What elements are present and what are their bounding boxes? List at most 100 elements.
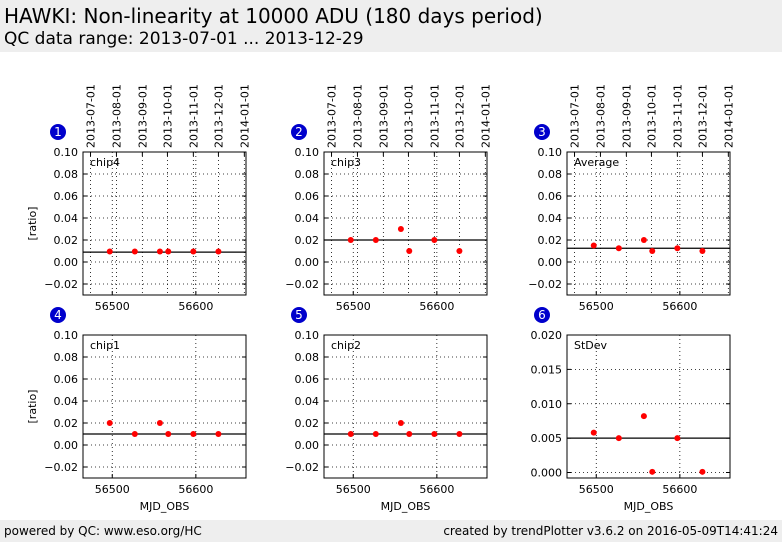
- data-point: [674, 245, 681, 252]
- y-tick-label: 0.00: [538, 256, 563, 269]
- data-point: [165, 431, 172, 437]
- panel-number: 1: [54, 125, 62, 139]
- x-tick-label: 56500: [95, 300, 130, 313]
- data-point: [397, 420, 404, 426]
- y-tick-label: 0.02: [295, 234, 320, 247]
- data-point: [156, 248, 163, 255]
- data-point: [649, 248, 656, 254]
- panel-label: Average: [574, 156, 619, 169]
- data-point: [699, 468, 706, 475]
- plot-frame: [82, 334, 247, 479]
- y-tick-label: 0.04: [295, 212, 320, 225]
- data-point: [431, 431, 438, 437]
- data-point: [590, 242, 597, 249]
- panel-label: chip3: [331, 156, 361, 169]
- date-tick-label: 2013-12-01: [453, 84, 466, 148]
- y-tick-label: 0.06: [295, 190, 320, 203]
- y-tick-label: −0.02: [44, 461, 78, 474]
- date-tick-label: 2013-10-01: [402, 84, 415, 148]
- panel-1: 0.10 0.08 0.06 0.04 0.02 0.00 −0.02 56500 56600 2…: [26, 84, 251, 313]
- date-tick-label: 2013-12-01: [212, 84, 225, 148]
- date-tick-label: 2013-09-01: [620, 84, 633, 148]
- panel-number: 6: [538, 308, 546, 322]
- y-tick-label: 0.02: [54, 234, 79, 247]
- x-axis-label: MJD_OBS: [381, 500, 431, 513]
- panel-number: 5: [295, 308, 303, 322]
- y-tick-label: 0.00: [54, 256, 79, 269]
- data-point: [640, 413, 647, 420]
- footer-created: created by trendPlotter v3.6.2 on 2016-0…: [443, 524, 778, 538]
- date-tick-label: 2013-11-01: [671, 84, 684, 148]
- panel-label: StDev: [574, 339, 608, 352]
- data-point: [615, 245, 622, 252]
- data-point: [674, 435, 681, 442]
- date-tick-label: 2013-09-01: [136, 84, 149, 148]
- data-point: [456, 248, 463, 254]
- y-tick-label: 0.00: [295, 439, 320, 452]
- panel-number: 3: [538, 125, 546, 139]
- data-point: [165, 248, 172, 255]
- data-point: [215, 248, 222, 255]
- data-point: [590, 429, 597, 436]
- y-tick-label: 0.005: [531, 432, 563, 445]
- data-point: [615, 435, 622, 442]
- x-tick-label: 56500: [95, 483, 130, 496]
- plot-frame: [566, 151, 731, 296]
- y-tick-label: 0.10: [54, 146, 79, 159]
- y-tick-label: −0.02: [285, 461, 319, 474]
- data-point: [190, 248, 197, 255]
- panel-label: chip4: [90, 156, 120, 169]
- data-point: [131, 248, 138, 255]
- x-axis-label: MJD_OBS: [624, 500, 674, 513]
- y-tick-label: −0.02: [285, 278, 319, 291]
- panel-4: 0.10 0.08 0.06 0.04 0.02 0.00 −0.02 56500 56600 c…: [26, 307, 247, 513]
- date-tick-label: 2013-11-01: [428, 84, 441, 148]
- date-tick-label: 2013-07-01: [85, 84, 98, 148]
- data-point: [406, 248, 413, 254]
- panel-3: 0.10 0.08 0.06 0.04 0.02 0.00 −0.02 56500 56600 2…: [528, 84, 735, 313]
- y-axis-label: [ratio]: [26, 207, 39, 241]
- date-tick-label: 2013-09-01: [377, 84, 390, 148]
- date-tick-label: 2013-07-01: [326, 84, 339, 148]
- panel-number-badge: [50, 307, 66, 323]
- data-point: [215, 431, 222, 437]
- data-point: [347, 431, 354, 437]
- date-tick-label: 2013-11-01: [187, 84, 200, 148]
- y-tick-label: 0.02: [54, 417, 79, 430]
- data-point: [406, 431, 413, 437]
- data-point: [131, 431, 138, 437]
- x-tick-label: 56600: [419, 300, 454, 313]
- panel-number-badge: [291, 124, 307, 140]
- y-tick-label: 0.00: [54, 439, 79, 452]
- panel-number: 4: [54, 308, 62, 322]
- y-tick-label: 0.00: [295, 256, 320, 269]
- header-bar: HAWKI: Non-linearity at 10000 ADU (180 d…: [0, 0, 782, 52]
- x-axis-label: MJD_OBS: [140, 500, 190, 513]
- y-tick-label: 0.04: [54, 212, 79, 225]
- panel-number-badge: [534, 124, 550, 140]
- page-subtitle: QC data range: 2013-07-01 ... 2013-12-29: [4, 29, 364, 49]
- x-tick-label: 56600: [419, 483, 454, 496]
- y-tick-label: −0.02: [44, 278, 78, 291]
- data-point: [190, 431, 197, 437]
- x-tick-label: 56600: [178, 483, 213, 496]
- x-tick-label: 56500: [336, 300, 371, 313]
- x-tick-label: 56600: [662, 483, 697, 496]
- date-tick-label: 2013-10-01: [645, 84, 658, 148]
- y-tick-label: 0.08: [538, 168, 563, 181]
- date-tick-label: 2013-08-01: [351, 84, 364, 148]
- panel-number-badge: [50, 124, 66, 140]
- y-tick-label: 0.06: [538, 190, 563, 203]
- y-tick-label: 0.08: [54, 168, 79, 181]
- plot-frame: [566, 334, 731, 479]
- data-point: [397, 226, 404, 232]
- y-tick-label: 0.10: [295, 329, 320, 342]
- data-point: [649, 468, 656, 475]
- x-tick-label: 56600: [178, 300, 213, 313]
- y-tick-label: 0.020: [531, 329, 563, 342]
- data-point: [347, 237, 354, 243]
- date-tick-label: 2013-10-01: [161, 84, 174, 148]
- y-tick-label: 0.015: [531, 363, 563, 376]
- panel-6: 0.020 0.015 0.010 0.005 0.000 56500 56600 StDev…: [531, 307, 731, 513]
